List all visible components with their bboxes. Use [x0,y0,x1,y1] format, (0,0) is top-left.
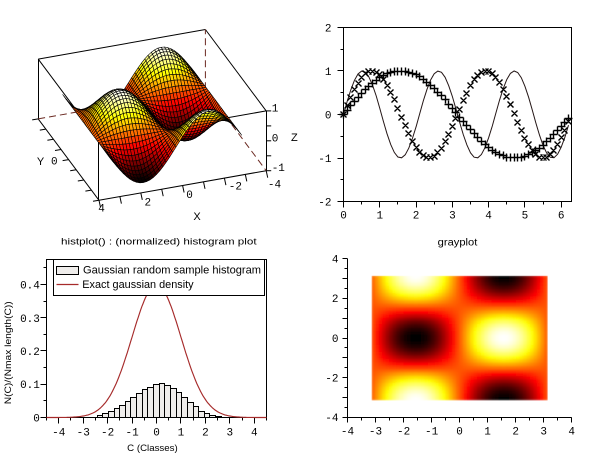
svg-text:0.3: 0.3 [20,314,40,326]
svg-text:2: 2 [325,24,332,36]
svg-text:histplot() : (normalized) hist: histplot() : (normalized) histogram plot [61,237,257,248]
svg-text:X: X [193,211,201,223]
svg-text:0: 0 [51,157,58,169]
svg-text:0: 0 [272,133,279,145]
svg-text:1: 1 [484,427,491,439]
svg-text:N(C)/(Nmax length(C)): N(C)/(Nmax length(C)) [3,301,13,404]
svg-text:-2: -2 [318,198,331,210]
svg-text:0: 0 [456,427,463,439]
svg-text:0.1: 0.1 [20,380,40,392]
svg-text:-2: -2 [325,374,338,386]
svg-text:-4: -4 [52,428,66,440]
svg-text:Z: Z [291,132,298,144]
svg-text:-2: -2 [229,182,242,194]
svg-text:-1: -1 [425,427,439,439]
svg-text:2: 2 [144,197,151,209]
svg-text:3: 3 [540,427,547,439]
svg-text:2: 2 [202,428,209,440]
svg-text:-3: -3 [77,428,90,440]
svg-text:C (Classes): C (Classes) [127,443,178,454]
svg-text:0: 0 [325,111,332,123]
svg-text:-4: -4 [268,180,282,192]
svg-text:0.4: 0.4 [20,281,40,293]
svg-text:0: 0 [186,190,193,202]
svg-text:6: 6 [558,211,565,223]
svg-text:1: 1 [325,67,332,79]
svg-text:Y: Y [37,156,45,168]
svg-text:5: 5 [522,211,529,223]
svg-text:0: 0 [33,414,40,426]
svg-text:4: 4 [568,427,575,439]
svg-text:0: 0 [340,211,347,223]
svg-text:-1: -1 [272,163,286,175]
svg-text:4: 4 [332,254,339,266]
svg-text:1: 1 [272,103,279,115]
svg-text:0: 0 [332,334,339,346]
svg-text:Exact gaussian density: Exact gaussian density [82,279,194,291]
svg-text:grayplot: grayplot [438,237,478,248]
svg-text:-1: -1 [318,154,332,166]
svg-text:0: 0 [153,428,160,440]
svg-text:-2: -2 [101,428,114,440]
svg-text:1: 1 [376,211,383,223]
svg-text:2: 2 [332,294,339,306]
svg-text:3: 3 [226,428,233,440]
svg-text:4: 4 [98,204,105,216]
svg-text:4: 4 [251,428,258,440]
svg-text:2: 2 [512,427,519,439]
svg-text:2: 2 [413,211,420,223]
svg-text:3: 3 [449,211,456,223]
svg-text:-1: -1 [125,428,139,440]
svg-text:-4: -4 [325,413,339,425]
svg-text:Gaussian random sample histogr: Gaussian random sample histogram [83,265,261,277]
svg-text:4: 4 [485,211,492,223]
svg-text:1: 1 [178,428,185,440]
svg-text:-3: -3 [369,427,382,439]
svg-text:-4: -4 [341,427,355,439]
svg-text:0.2: 0.2 [20,347,40,359]
svg-text:-2: -2 [397,427,410,439]
